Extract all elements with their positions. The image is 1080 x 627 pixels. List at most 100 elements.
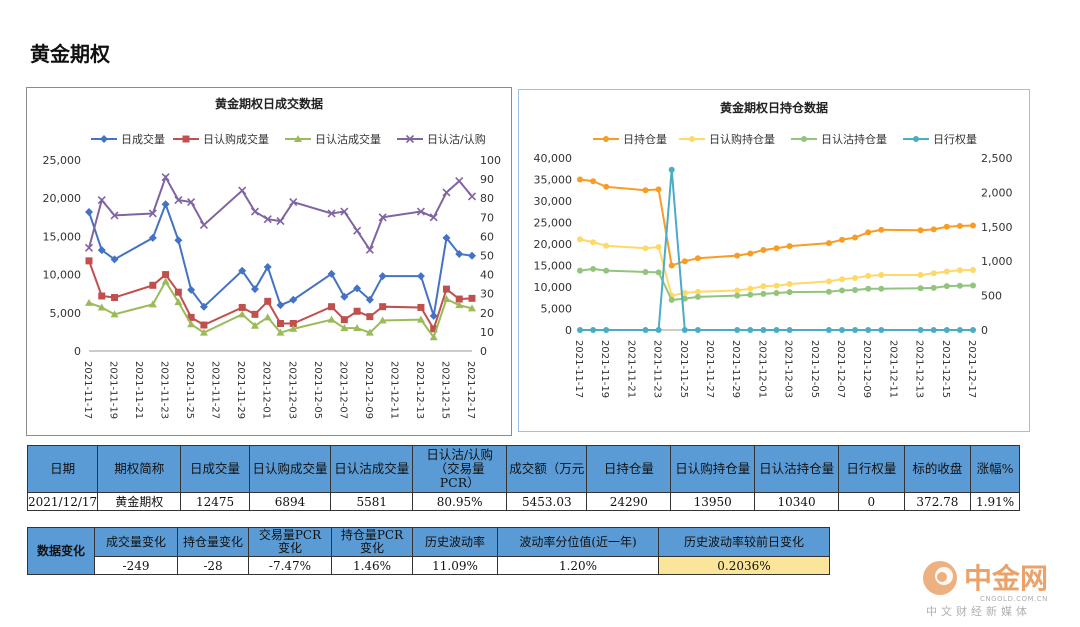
cell-vol-daily-change: 0.2036% [658, 556, 830, 575]
data-point [455, 295, 463, 303]
data-point [917, 227, 924, 234]
data-point [930, 226, 937, 233]
data-point [416, 207, 425, 216]
header-vol-percentile: 波动率分位值(近一年) [497, 527, 659, 557]
legend-marker [913, 136, 919, 142]
data-point [694, 288, 701, 295]
legend-label: 日成交量 [121, 132, 165, 146]
data-point [773, 290, 780, 297]
data-point [97, 196, 106, 205]
y2-tick-label: 20 [480, 307, 494, 320]
header-hist-volatility: 历史波动率 [412, 527, 498, 557]
data-point [328, 303, 336, 311]
cell-volume-change: -249 [94, 556, 178, 575]
data-point [416, 315, 425, 323]
x-tick-label: 2021-12-07 [835, 340, 846, 398]
data-point [577, 327, 583, 333]
table-header-row: 日期 期权简称 日成交量 日认购成交量 日认沽成交量 日认沽/认购（交易量PCR… [26, 445, 1020, 493]
series-volume [85, 200, 476, 320]
legend-label: 日认沽持仓量 [821, 132, 887, 146]
data-point [825, 240, 832, 247]
cell-hist-volatility: 11.09% [412, 556, 498, 575]
legend-item: 日认购成交量 [173, 132, 269, 146]
data-point [98, 292, 106, 300]
data-point [970, 267, 976, 274]
data-point [340, 316, 348, 324]
x-tick-label: 2021-12-17 [465, 361, 476, 419]
data-point [429, 311, 438, 320]
legend-label: 日认购持仓量 [709, 132, 775, 146]
data-point [930, 270, 937, 277]
data-point [747, 250, 754, 257]
data-point [250, 207, 260, 216]
cell-option-name: 黄金期权 [97, 492, 182, 511]
cell-call-volume: 6894 [248, 492, 332, 511]
data-point [681, 290, 688, 297]
x-tick-label: 2021-11-17 [82, 361, 93, 419]
y2-tick-label: 500 [981, 290, 1002, 303]
data-point [365, 295, 374, 304]
x-tick-label: 2021-11-25 [184, 361, 195, 419]
data-point [468, 251, 476, 260]
data-point [577, 267, 583, 274]
y2-tick-label: 40 [480, 269, 494, 282]
data-point [786, 289, 793, 296]
data-point [773, 327, 780, 333]
data-point [956, 282, 963, 289]
x-tick-label: 2021-12-09 [861, 340, 872, 398]
series-line [579, 178, 974, 267]
data-point [187, 313, 195, 321]
legend-marker [182, 135, 190, 143]
y-tick-label: 0 [565, 324, 572, 337]
cell-volume-pcr: 80.95% [412, 492, 508, 511]
data-point [878, 226, 885, 233]
x-tick-label: 2021-12-11 [887, 340, 898, 398]
data-point [865, 229, 872, 236]
header-put-volume: 日认沽成交量 [330, 445, 414, 493]
data-point [264, 297, 272, 305]
data-point [455, 301, 464, 309]
data-point [655, 269, 662, 276]
data-point [956, 222, 963, 229]
data-point [852, 274, 859, 281]
x-tick-label: 2021-11-19 [599, 340, 610, 398]
data-point [642, 187, 649, 194]
x-tick-label: 2021-11-27 [704, 340, 715, 398]
data-point [455, 176, 464, 186]
y2-tick-label: 1,500 [981, 221, 1013, 234]
y-tick-label: 20,000 [534, 238, 573, 251]
y-tick-label: 10,000 [534, 281, 573, 294]
data-point [276, 328, 285, 336]
cngold-logo: 中金网 CNGOLD.COM.CN 中文财经新媒体 [920, 555, 1080, 620]
data-point [289, 197, 298, 207]
data-point [760, 327, 767, 333]
y2-tick-label: 100 [480, 154, 501, 167]
data-point [429, 213, 438, 222]
y2-tick-label: 2,500 [981, 152, 1013, 165]
y2-tick-label: 70 [480, 211, 494, 224]
data-point [187, 197, 196, 207]
data-point [590, 265, 597, 272]
header-volume-pcr: 日认沽/认购（交易量PCR） [412, 445, 508, 493]
data-point [760, 290, 767, 297]
data-point [289, 295, 298, 304]
series-line [88, 260, 473, 332]
data-point [773, 282, 780, 289]
y2-tick-label: 2,000 [981, 186, 1013, 199]
data-point [878, 271, 885, 278]
data-point [455, 249, 464, 258]
data-point [577, 236, 583, 243]
data-point [199, 328, 208, 336]
data-point [694, 293, 701, 300]
data-point [416, 272, 425, 281]
daily-open-interest-chart: 黄金期权日持仓数据 日持仓量 日认购持仓量 日认沽持仓量 日行权量 0 5,000 10,00… [518, 89, 1030, 432]
data-point [442, 285, 450, 293]
data-point [943, 268, 950, 275]
data-point [84, 243, 94, 252]
data-point [655, 244, 662, 251]
series-line [88, 174, 473, 252]
x-tick-label: 2021-12-01 [261, 361, 272, 419]
data-point [786, 327, 793, 333]
data-point [747, 327, 754, 333]
data-point [340, 324, 349, 332]
